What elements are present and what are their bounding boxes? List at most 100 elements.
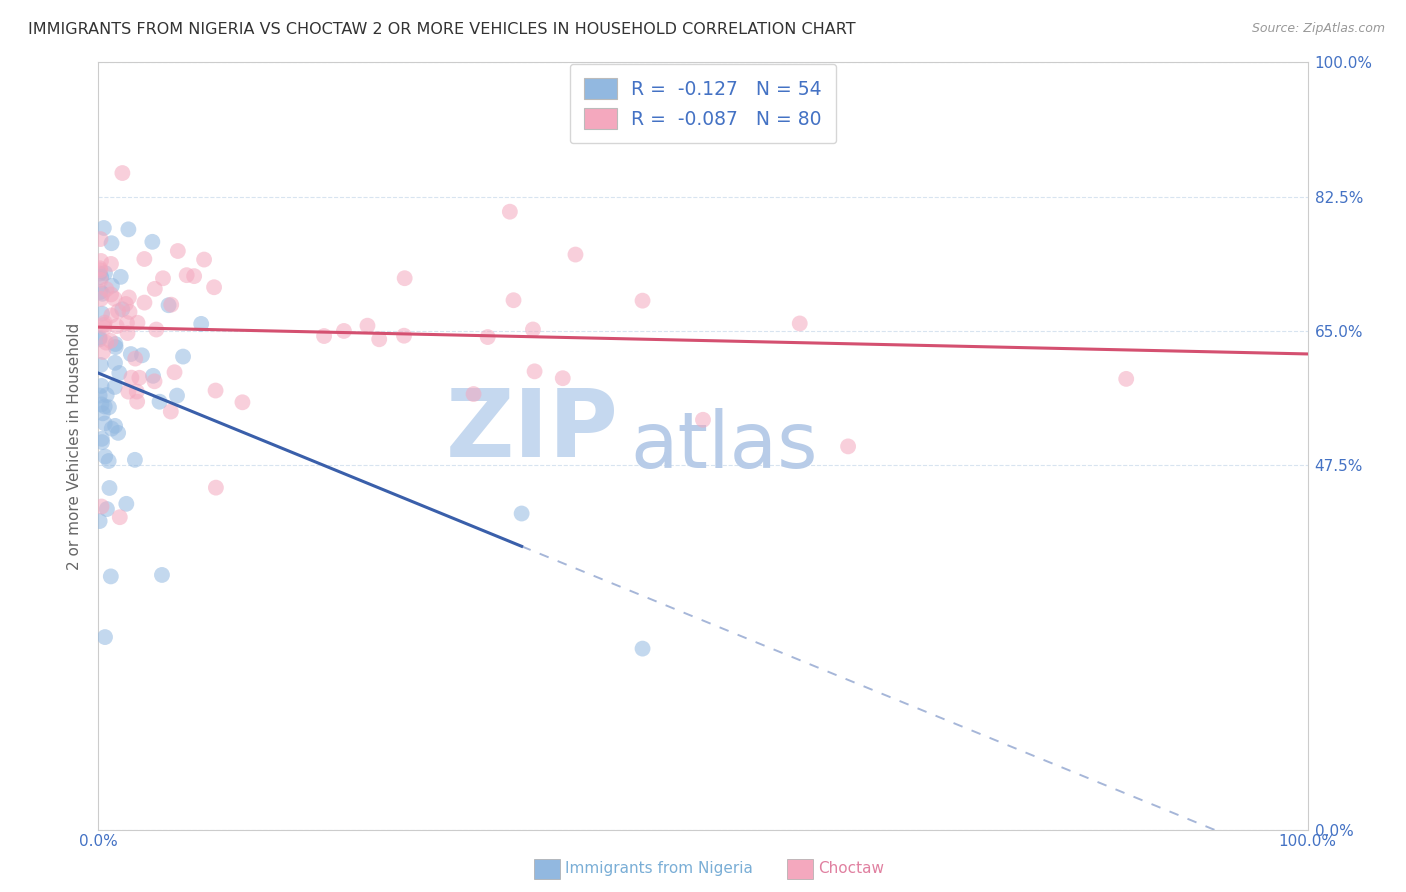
Point — [104, 418, 127, 433]
Point — [93, 417, 115, 431]
Point — [97, 454, 120, 468]
Point — [101, 278, 124, 293]
Point — [91, 406, 114, 420]
Point — [551, 371, 574, 385]
Point — [124, 453, 146, 467]
Point — [333, 324, 356, 338]
Point — [89, 388, 111, 402]
Point — [89, 261, 111, 276]
Point — [392, 328, 415, 343]
Point — [97, 401, 120, 415]
Point — [128, 371, 150, 385]
Point — [105, 319, 128, 334]
Point — [104, 340, 127, 354]
Point — [499, 204, 522, 219]
Point — [523, 364, 546, 378]
Point — [115, 297, 138, 311]
Point — [94, 450, 117, 464]
Point — [94, 266, 117, 280]
Point — [394, 271, 416, 285]
Point — [100, 309, 122, 323]
Point — [117, 384, 139, 399]
Point — [96, 282, 118, 296]
Point — [141, 235, 163, 249]
Point — [100, 569, 122, 583]
Point — [120, 347, 142, 361]
Point — [111, 166, 134, 180]
Point — [163, 365, 186, 379]
Point — [100, 422, 122, 436]
Point — [127, 316, 149, 330]
Point — [522, 322, 544, 336]
Point — [134, 252, 156, 266]
Point — [93, 318, 115, 332]
Point — [90, 397, 112, 411]
Point — [90, 500, 112, 514]
Point — [692, 413, 714, 427]
Point — [127, 394, 149, 409]
Y-axis label: 2 or more Vehicles in Household: 2 or more Vehicles in Household — [67, 322, 83, 570]
Point — [90, 254, 112, 268]
Point — [190, 317, 212, 331]
Point — [110, 269, 132, 284]
Point — [205, 481, 228, 495]
Text: Choctaw: Choctaw — [818, 862, 884, 876]
Point — [89, 232, 111, 246]
Point — [91, 345, 114, 359]
Point — [117, 222, 139, 236]
Point — [176, 268, 198, 282]
Point — [94, 335, 117, 350]
Point — [789, 317, 811, 331]
Point — [108, 366, 131, 380]
Point — [104, 337, 127, 351]
Point — [90, 379, 112, 393]
Point — [1115, 372, 1137, 386]
Point — [631, 641, 654, 656]
Point — [134, 295, 156, 310]
Point — [104, 380, 127, 394]
Point — [89, 332, 111, 346]
Point — [125, 384, 148, 399]
Point — [117, 326, 139, 340]
Point — [89, 514, 111, 528]
Point — [89, 267, 111, 281]
Text: atlas: atlas — [630, 408, 818, 484]
Text: Immigrants from Nigeria: Immigrants from Nigeria — [565, 862, 754, 876]
Text: IMMIGRANTS FROM NIGERIA VS CHOCTAW 2 OR MORE VEHICLES IN HOUSEHOLD CORRELATION C: IMMIGRANTS FROM NIGERIA VS CHOCTAW 2 OR … — [28, 22, 856, 37]
Point — [368, 332, 391, 346]
Point — [90, 273, 112, 287]
Point — [131, 348, 153, 362]
Point — [145, 322, 167, 336]
Point — [115, 316, 138, 330]
Point — [94, 630, 117, 644]
Point — [172, 350, 194, 364]
Point — [107, 304, 129, 318]
Point — [148, 394, 170, 409]
Point — [107, 425, 129, 440]
Point — [202, 280, 225, 294]
Point — [91, 286, 114, 301]
Point — [90, 269, 112, 284]
Point — [89, 285, 111, 299]
Point — [837, 439, 859, 453]
Text: Source: ZipAtlas.com: Source: ZipAtlas.com — [1251, 22, 1385, 36]
Point — [142, 368, 165, 383]
Point — [166, 389, 188, 403]
Point — [93, 320, 115, 334]
Point — [143, 374, 166, 388]
Point — [93, 316, 115, 330]
Point — [152, 271, 174, 285]
Point — [100, 334, 122, 348]
Point — [124, 351, 146, 366]
Point — [463, 387, 485, 401]
Point — [193, 252, 215, 267]
Point — [98, 481, 121, 495]
Point — [118, 305, 141, 319]
Point — [90, 292, 112, 306]
Point — [89, 263, 111, 277]
Point — [96, 502, 118, 516]
Point — [159, 404, 181, 418]
Text: ZIP: ZIP — [446, 384, 619, 476]
Point — [510, 507, 533, 521]
Point — [90, 432, 112, 446]
